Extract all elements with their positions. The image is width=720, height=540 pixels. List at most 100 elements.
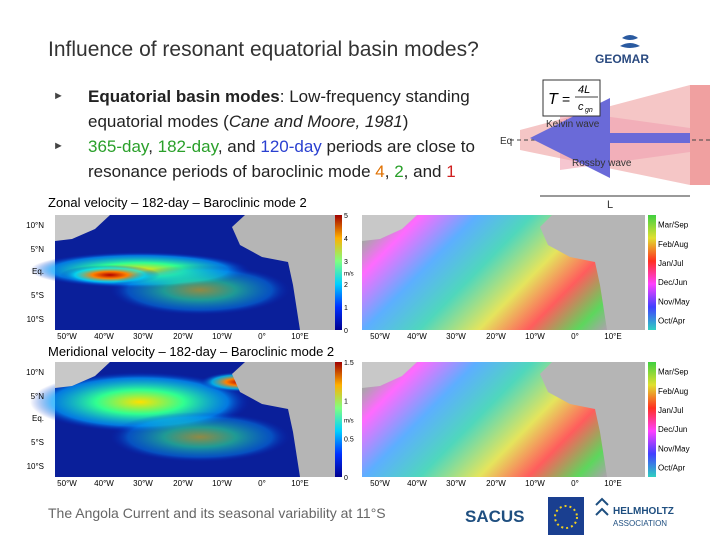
logo-sacus: SACUS: [465, 507, 525, 526]
lon-label: 10°W: [212, 332, 232, 341]
colorbar: [335, 215, 342, 330]
lon-label: 0°: [258, 479, 266, 488]
logo-helmholtz: HELMHOLTZ: [613, 506, 674, 517]
phase-label: Jan/Jul: [658, 259, 684, 268]
lat-label: 10°S: [27, 462, 44, 471]
kelvin-label: Kelvin wave: [546, 119, 600, 130]
colorbar-tick-label: 0.5: [344, 437, 354, 444]
basin-mode-diagram: T = 4L c gn Kelvin wave Rossby wave Eq L: [500, 79, 712, 211]
land: [232, 215, 335, 330]
bullet-text: 1: [446, 162, 456, 181]
colorbar-unit: m/s: [344, 272, 354, 278]
lon-label: 40°W: [94, 332, 114, 341]
land: [55, 362, 110, 388]
lat-label: Eq.: [32, 414, 44, 423]
lon-label: 20°W: [486, 479, 506, 488]
lat-label: 5°N: [31, 245, 45, 254]
colorbar-tick-label: 1: [344, 305, 348, 312]
lat-label: 5°N: [31, 392, 45, 401]
colorbar: [335, 362, 342, 477]
colorbar-tick-label: 5: [344, 213, 348, 220]
footer-text: The Angola Current and its seasonal vari…: [48, 505, 386, 521]
lat-label: 5°S: [31, 291, 44, 300]
land: [540, 362, 645, 477]
lon-label: 50°W: [370, 332, 390, 341]
bullet-text: 4: [375, 162, 385, 181]
phase-label: Dec/Jun: [658, 278, 687, 287]
bullet-text: , and: [403, 162, 447, 181]
phase-label: Feb/Aug: [658, 387, 688, 396]
formula-lhs: T: [548, 91, 559, 108]
lon-label: 30°W: [446, 332, 466, 341]
lon-label: 10°W: [212, 479, 232, 488]
land: [540, 215, 645, 330]
phase-label: Oct/Apr: [658, 463, 685, 472]
phase-label: Jan/Jul: [658, 406, 684, 415]
formula-eq: =: [562, 91, 570, 107]
lon-label: 0°: [571, 479, 579, 488]
lat-label: 10°N: [26, 221, 44, 230]
bullet: ► 365-day, 182-day, and 120-day periods …: [53, 137, 475, 181]
lon-label: 10°E: [604, 332, 621, 341]
bullet-text: 365-day: [88, 137, 149, 156]
lat-label: 10°S: [27, 315, 44, 324]
colorbar-tick-label: 0: [344, 475, 348, 482]
lon-label: 10°W: [525, 479, 545, 488]
lon-label: 30°W: [446, 479, 466, 488]
bullet-text: periods are close to resonance periods o…: [88, 137, 475, 181]
lon-label: 30°W: [133, 479, 153, 488]
lat-label: 5°S: [31, 438, 44, 447]
map-feature: [110, 412, 290, 462]
colorbar-tick-label: 0: [344, 328, 348, 335]
bullet: ► Equatorial basin modes: Low-frequency …: [53, 87, 470, 131]
lon-label: 20°W: [486, 332, 506, 341]
lon-label: 40°W: [94, 479, 114, 488]
land: [362, 215, 417, 241]
panel-title: Zonal velocity – 182-day – Baroclinic mo…: [48, 195, 307, 210]
phase-label: Mar/Sep: [658, 221, 689, 230]
phase-label: Feb/Aug: [658, 240, 688, 249]
formula-denominator: c: [578, 101, 584, 113]
lon-label: 0°: [258, 332, 266, 341]
formula-numerator: 4L: [578, 84, 590, 96]
lat-label: Eq.: [32, 267, 44, 276]
phase-label: Nov/May: [658, 444, 690, 453]
lon-label: 10°W: [525, 332, 545, 341]
bullet-text: Cane and Moore, 1981: [228, 112, 403, 131]
colorbar-tick-label: 1: [344, 398, 348, 405]
land: [55, 215, 110, 241]
lon-label: 50°W: [57, 332, 77, 341]
bullet-text: , and: [217, 137, 261, 156]
phase-colorbar: [648, 215, 656, 330]
logo-text: GEOMAR: [595, 52, 649, 66]
bullet-text: 120-day: [260, 137, 322, 156]
logo-association: ASSOCIATION: [613, 519, 667, 528]
lon-label: 50°W: [57, 479, 77, 488]
land: [232, 362, 335, 477]
slide-title: Influence of resonant equatorial basin m…: [48, 38, 479, 61]
lon-label: 20°W: [173, 479, 193, 488]
phase-label: Oct/Apr: [658, 316, 685, 325]
colorbar-tick-label: 3: [344, 259, 348, 266]
eq-label: Eq: [500, 136, 512, 147]
lon-label: 10°E: [291, 479, 308, 488]
rossby-label: Rossby wave: [572, 158, 632, 169]
lon-label: 30°W: [133, 332, 153, 341]
lon-label: 10°E: [604, 479, 621, 488]
bullet-text: ,: [384, 162, 395, 181]
bullet-text: Equatorial basin modes: [88, 87, 280, 106]
bullet-text: ,: [148, 137, 158, 156]
land: [362, 362, 417, 388]
bullet-text: ): [402, 112, 409, 131]
footer-logos: SACUS HELMHOLTZ ASSOCIATION: [465, 497, 674, 535]
bullet-text: : Low-frequency standing equatorial mode…: [88, 87, 470, 131]
bullet-text: 182-day: [157, 137, 218, 156]
map-feature: [110, 265, 290, 315]
bullet-text: 2: [394, 162, 404, 181]
lon-label: 20°W: [173, 332, 193, 341]
phase-label: Mar/Sep: [658, 368, 689, 377]
colorbar-tick-label: 2: [344, 282, 348, 289]
lon-label: 40°W: [407, 332, 427, 341]
length-label: L: [607, 199, 613, 211]
